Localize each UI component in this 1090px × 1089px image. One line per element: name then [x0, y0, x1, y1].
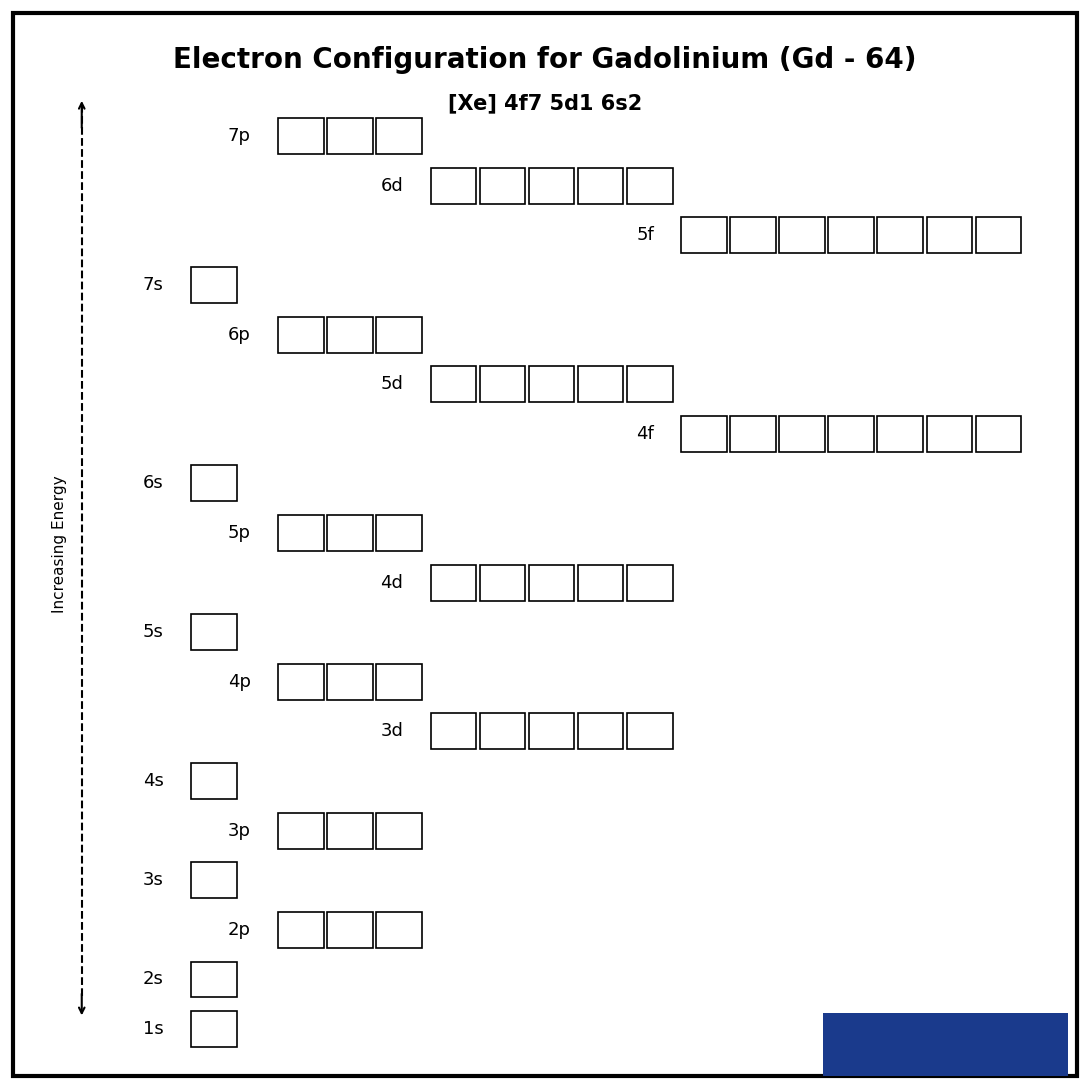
Text: 3s: 3s [143, 871, 163, 890]
Text: 2p: 2p [228, 921, 251, 939]
Text: [Xe] 4f7 5d1 6s2: [Xe] 4f7 5d1 6s2 [448, 94, 642, 113]
Text: 3p: 3p [228, 822, 251, 840]
Text: 6p: 6p [228, 326, 251, 343]
Text: Increasing Energy: Increasing Energy [52, 476, 68, 613]
Text: 1s: 1s [143, 1020, 163, 1038]
Text: 4f: 4f [637, 425, 654, 443]
Text: 7s: 7s [143, 276, 163, 294]
Text: 7p: 7p [228, 127, 251, 145]
Text: 6d: 6d [380, 176, 403, 195]
Text: 5f: 5f [637, 227, 654, 244]
Text: 3d: 3d [380, 722, 403, 741]
Text: 4s: 4s [143, 772, 163, 790]
Text: 5p: 5p [228, 524, 251, 542]
Text: 2s: 2s [143, 970, 163, 989]
Text: 5d: 5d [380, 376, 403, 393]
Text: 5s: 5s [143, 623, 163, 641]
Text: 4p: 4p [228, 673, 251, 690]
Text: 6s: 6s [143, 475, 163, 492]
Text: 4d: 4d [380, 574, 403, 591]
Text: LEARNING. REVIEWS. SCHOOLS: LEARNING. REVIEWS. SCHOOLS [874, 1057, 1017, 1066]
Text: SCHOOLMYKIDS: SCHOOLMYKIDS [864, 1024, 1027, 1042]
Text: Electron Configuration for Gadolinium (Gd - 64): Electron Configuration for Gadolinium (G… [173, 46, 917, 74]
